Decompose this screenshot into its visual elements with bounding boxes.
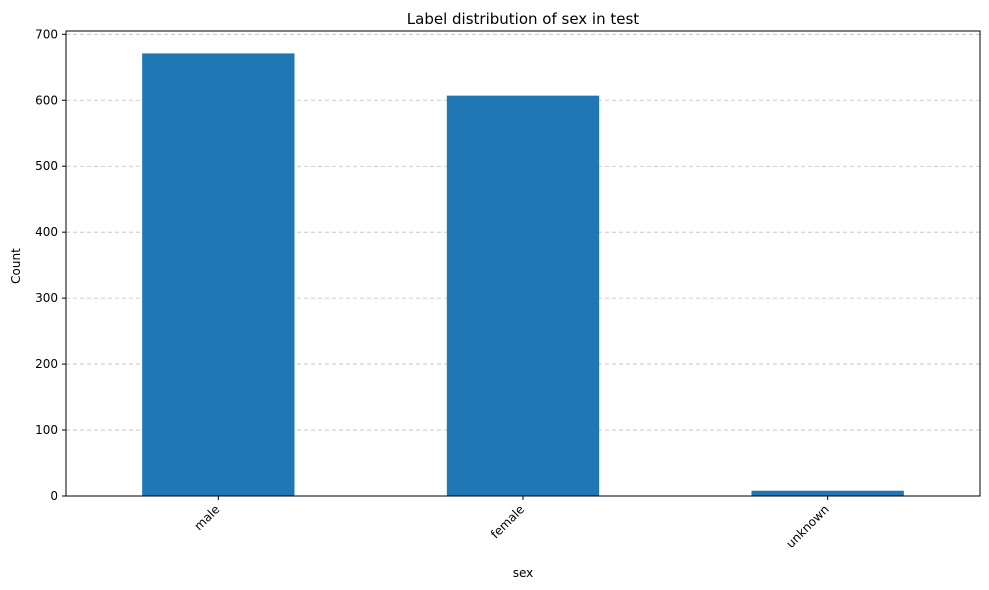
- y-tick-label: 200: [35, 357, 58, 371]
- y-tick-label: 300: [35, 291, 58, 305]
- x-tick-label-male: male: [192, 502, 223, 533]
- y-tick-label: 500: [35, 159, 58, 173]
- chart-title: Label distribution of sex in test: [407, 10, 640, 28]
- y-tick-label: 100: [35, 423, 58, 437]
- bar-female: [446, 95, 600, 496]
- y-axis-label: Count: [9, 248, 23, 284]
- y-ticks: 0 100 200 300 400 500 600 700: [35, 27, 66, 503]
- x-tick-label-unknown: unknown: [783, 502, 831, 550]
- bar-unknown: [751, 490, 904, 496]
- y-tick-label: 700: [35, 27, 58, 41]
- y-tick-label: 400: [35, 225, 58, 239]
- bars: [142, 53, 904, 496]
- x-ticks: male female unknown: [192, 496, 832, 551]
- y-tick-label: 600: [35, 93, 58, 107]
- x-tick-label-female: female: [488, 502, 527, 541]
- x-axis-label: sex: [513, 566, 534, 580]
- bar-male: [142, 53, 295, 496]
- y-tick-label: 0: [50, 489, 58, 503]
